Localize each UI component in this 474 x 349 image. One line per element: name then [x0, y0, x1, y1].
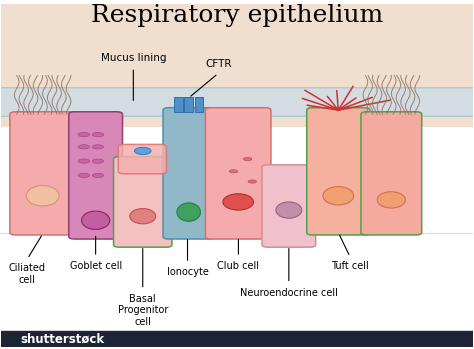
Ellipse shape — [78, 145, 90, 149]
Ellipse shape — [92, 133, 104, 137]
Ellipse shape — [323, 187, 354, 205]
Text: Ionocyte: Ionocyte — [166, 267, 209, 277]
Text: CFTR: CFTR — [205, 59, 231, 69]
Text: Mucus lining: Mucus lining — [100, 53, 166, 63]
Bar — [184, 97, 193, 112]
FancyBboxPatch shape — [205, 108, 271, 239]
Ellipse shape — [78, 159, 90, 163]
Bar — [174, 97, 182, 112]
Ellipse shape — [92, 159, 104, 163]
Ellipse shape — [229, 170, 237, 173]
FancyBboxPatch shape — [69, 112, 122, 239]
FancyBboxPatch shape — [0, 88, 474, 116]
Ellipse shape — [243, 157, 252, 161]
Ellipse shape — [223, 194, 254, 210]
FancyBboxPatch shape — [114, 157, 172, 247]
Ellipse shape — [92, 173, 104, 178]
Bar — [1, 332, 473, 347]
Text: Neuroendocrine cell: Neuroendocrine cell — [240, 288, 338, 298]
Text: Tuft cell: Tuft cell — [331, 261, 369, 271]
Ellipse shape — [92, 145, 104, 149]
Ellipse shape — [78, 133, 90, 137]
Text: shutterstøck: shutterstøck — [20, 333, 105, 346]
Ellipse shape — [248, 180, 256, 183]
FancyBboxPatch shape — [307, 108, 370, 235]
FancyBboxPatch shape — [118, 144, 166, 174]
Ellipse shape — [82, 211, 110, 229]
Ellipse shape — [130, 209, 156, 224]
Ellipse shape — [276, 202, 302, 218]
Ellipse shape — [135, 147, 151, 155]
Text: Club cell: Club cell — [218, 261, 259, 271]
Text: Respiratory epithelium: Respiratory epithelium — [91, 4, 383, 27]
Text: Ciliated
cell: Ciliated cell — [9, 263, 46, 285]
Text: Basal
Progenitor
cell: Basal Progenitor cell — [118, 294, 168, 327]
FancyBboxPatch shape — [10, 112, 75, 235]
Ellipse shape — [26, 186, 59, 206]
Bar — [1, 4, 473, 126]
FancyBboxPatch shape — [262, 165, 316, 247]
Ellipse shape — [177, 203, 201, 221]
FancyBboxPatch shape — [361, 112, 422, 235]
Ellipse shape — [377, 192, 405, 208]
Ellipse shape — [78, 173, 90, 178]
Bar — [195, 97, 203, 112]
FancyBboxPatch shape — [163, 108, 214, 239]
Text: Goblet cell: Goblet cell — [70, 261, 122, 271]
